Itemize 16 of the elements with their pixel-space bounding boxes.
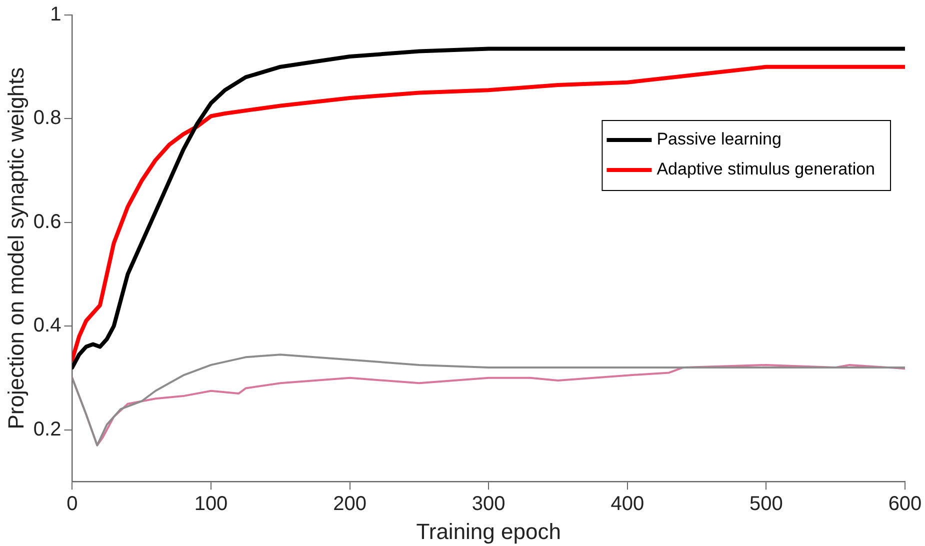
x-axis-title: Training epoch xyxy=(416,518,561,544)
x-tick-label: 500 xyxy=(750,493,783,516)
y-axis-title: Projection on model synaptic weights xyxy=(3,67,28,430)
x-tick-label: 100 xyxy=(194,493,228,516)
y-tick-label: 0.4 xyxy=(33,314,62,337)
x-tick-label: 400 xyxy=(610,493,644,516)
x-tick-label: 0 xyxy=(66,493,78,516)
legend-label: Passive learning xyxy=(656,130,782,149)
x-tick-label: 600 xyxy=(888,493,922,516)
y-tick-label: 0.8 xyxy=(33,107,62,130)
y-tick-label: 0.6 xyxy=(33,210,62,233)
y-tick-label: 0.2 xyxy=(33,418,62,440)
y-tick-label: 1 xyxy=(50,4,62,26)
legend-label: Adaptive stimulus generation xyxy=(656,160,876,179)
x-tick-label: 200 xyxy=(333,493,366,516)
x-tick-label: 300 xyxy=(472,493,506,516)
